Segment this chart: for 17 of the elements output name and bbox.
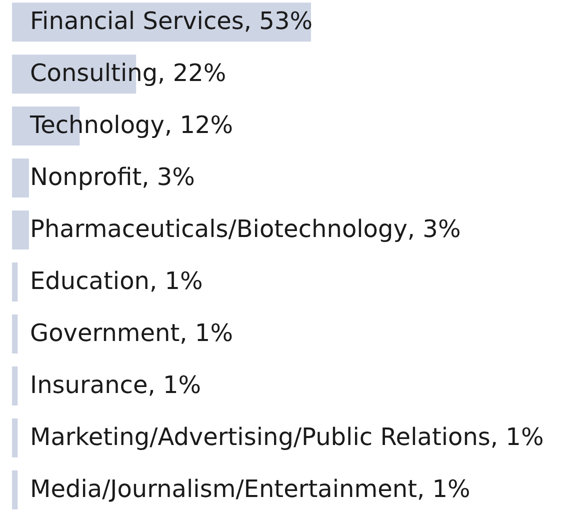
bar (12, 470, 18, 510)
bar (12, 158, 29, 198)
data-label: Technology, 12% (29, 111, 234, 140)
data-label: Media/Journalism/Entertainment, 1% (30, 474, 470, 503)
data-label: Consulting, 22% (30, 59, 226, 88)
data-label: Government, 1% (30, 318, 234, 347)
data-label: Education, 1% (30, 266, 203, 295)
data-label: Nonprofit, 3% (30, 163, 195, 192)
bar (12, 210, 29, 250)
bar (12, 314, 18, 354)
data-label: Insurance, 1% (30, 370, 202, 399)
data-label: Financial Services, 53% (30, 7, 313, 36)
bar (12, 418, 18, 458)
bar (12, 366, 18, 406)
data-label: Marketing/Advertising/Public Relations, 1% (30, 422, 544, 451)
data-label: Pharmaceuticals/Biotechnology, 3% (30, 215, 461, 244)
bar (12, 262, 18, 302)
